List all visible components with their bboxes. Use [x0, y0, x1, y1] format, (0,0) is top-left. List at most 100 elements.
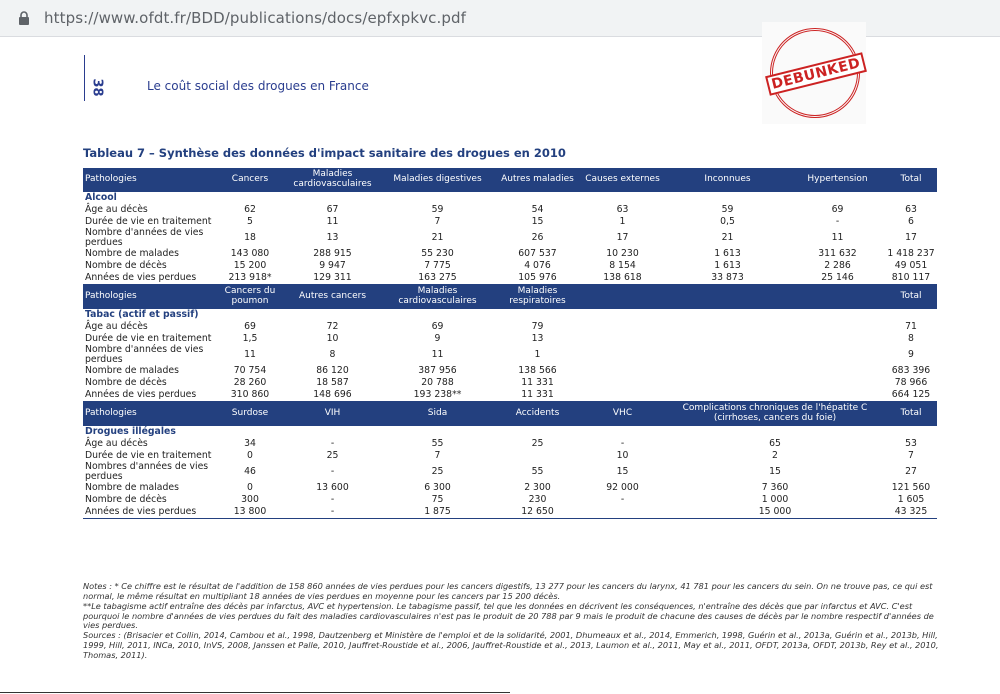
row-label: Nombre de décès [85, 494, 167, 506]
cell: 69 [431, 321, 444, 333]
cell [580, 333, 665, 345]
data-row: Nombre de décès 28 260 18 587 20 788 11 331 7… [83, 377, 937, 389]
cell: 193 238** [380, 389, 495, 403]
cell: 59 [431, 203, 444, 215]
lock-icon [19, 11, 29, 25]
cell [580, 377, 665, 389]
note: Notes : * Ce chiffre est le résultat de … [83, 581, 933, 601]
cell: 75 [431, 494, 444, 506]
url[interactable]: https://www.ofdt.fr/BDD/publications/doc… [44, 9, 467, 27]
cell [665, 377, 790, 389]
header-cell: Maladies cardiovasculaires [285, 168, 380, 192]
stamp: DEBUNKED [762, 22, 867, 124]
cell: 62 [244, 203, 256, 215]
row-label: Âge au décès [85, 203, 148, 215]
cell: 25 [531, 438, 544, 450]
header-cell: Causes externes [580, 168, 665, 192]
cell: 49 051 [894, 260, 928, 272]
cell: 810 117 [885, 272, 937, 286]
cell: 15 [616, 466, 629, 478]
data-row: Âge au décès 69 72 69 79 71 [83, 321, 937, 333]
cell: 1 000 [761, 494, 789, 506]
row-label: Années de vies perdues [83, 389, 215, 403]
cell: 143 080 [230, 248, 270, 260]
cell: 54 [531, 203, 544, 215]
cell: 0 [247, 482, 253, 494]
data-row: Années de vies perdues 213 918* 129 311 163… [83, 272, 937, 286]
header-cell: Total [885, 401, 937, 427]
header-cell: Surdose [215, 401, 285, 427]
cell: 21 [431, 232, 444, 244]
data-row: Nombres d'années de vies perdues 46 - 25 55 1… [83, 462, 937, 482]
header-cell: Complications chroniques de l'hépatite C… [665, 401, 885, 427]
cell: 55 [431, 438, 444, 450]
header-cell: Maladies cardiovasculaires [380, 284, 495, 310]
cell: 300 [241, 494, 259, 506]
cell: 2 286 [824, 260, 851, 272]
cell: 72 [326, 321, 339, 333]
cell [665, 365, 790, 377]
running-title: Le coût social des drogues en France [147, 79, 369, 93]
data-row: Durée de vie en traitement 5 11 7 15 1 0,5 - 6 [83, 216, 937, 228]
cell [495, 450, 580, 462]
cell: 13 600 [316, 482, 349, 494]
header-cell: Autres cancers [285, 284, 380, 310]
cell: 13 [531, 333, 544, 345]
cell [580, 506, 665, 520]
section-row: Tabac (actif et passif) [83, 309, 937, 321]
cell: 11 331 [521, 377, 554, 389]
cell: 26 [531, 232, 544, 244]
row-label: Années de vies perdues [83, 506, 215, 520]
cell: 67 [326, 203, 339, 215]
cell: 1 [534, 349, 541, 361]
cell: - [330, 494, 335, 506]
cell: 4 076 [524, 260, 551, 272]
header-cell: Total [885, 284, 937, 310]
cell [790, 321, 885, 333]
data-row: Durée de vie en traitement 0 25 7 10 2 7 [83, 450, 937, 462]
cell: 121 560 [891, 482, 931, 494]
header-row: Pathologies Surdose VIH Sida Accidents VHC Com… [83, 401, 937, 427]
cell: 288 915 [313, 248, 352, 260]
cell: 71 [905, 321, 917, 333]
cell: 18 587 [316, 377, 349, 389]
cell: 1 613 [714, 248, 741, 260]
row-label: Âge au décès [85, 321, 148, 333]
cell: 1,5 [242, 333, 258, 345]
cell: 1 613 [714, 260, 741, 272]
cell [790, 333, 885, 345]
cell: 138 618 [580, 272, 665, 286]
cell: 230 [528, 494, 547, 506]
cell: 69 [244, 321, 256, 333]
row-label: Nombre de malades [85, 248, 179, 260]
cell: 310 860 [215, 389, 285, 403]
data-table: Pathologies Cancers Maladies cardiovascula… [83, 168, 937, 520]
cell: 15 200 [233, 260, 267, 272]
cell: 7 360 [761, 482, 789, 494]
data-row: Âge au décès 34 - 55 25 - 65 53 [83, 438, 937, 450]
cell: 8 154 [609, 260, 636, 272]
cell: 1 418 237 [887, 248, 935, 260]
cell: 138 566 [518, 365, 557, 377]
row-label: Âge au décès [85, 438, 148, 450]
row-label: Années de vies perdues [83, 272, 215, 286]
cell: - [330, 466, 335, 478]
row-label: Durée de vie en traitement [85, 450, 212, 462]
cell: 5 [247, 215, 253, 227]
row-label: Durée de vie en traitement [85, 333, 212, 345]
cell: 387 956 [418, 365, 457, 377]
cell: 8 [329, 349, 336, 361]
note: **Le tabagisme actif entraîne des décès … [83, 600, 934, 631]
notes: Notes : * Ce chiffre est le résultat de … [83, 581, 941, 661]
header-cell: Maladies digestives [380, 168, 495, 192]
cell: 20 788 [421, 377, 454, 389]
row-label: Nombre de malades [85, 365, 179, 377]
cell: 11 331 [495, 389, 580, 403]
cell: 92 000 [606, 482, 639, 494]
cell: 1 875 [380, 506, 495, 520]
header-cell: Autres maladies [495, 168, 580, 192]
row-label: Durée de vie en traitement [85, 215, 212, 227]
cell: 53 [905, 438, 917, 450]
cell: 8 [908, 333, 914, 345]
